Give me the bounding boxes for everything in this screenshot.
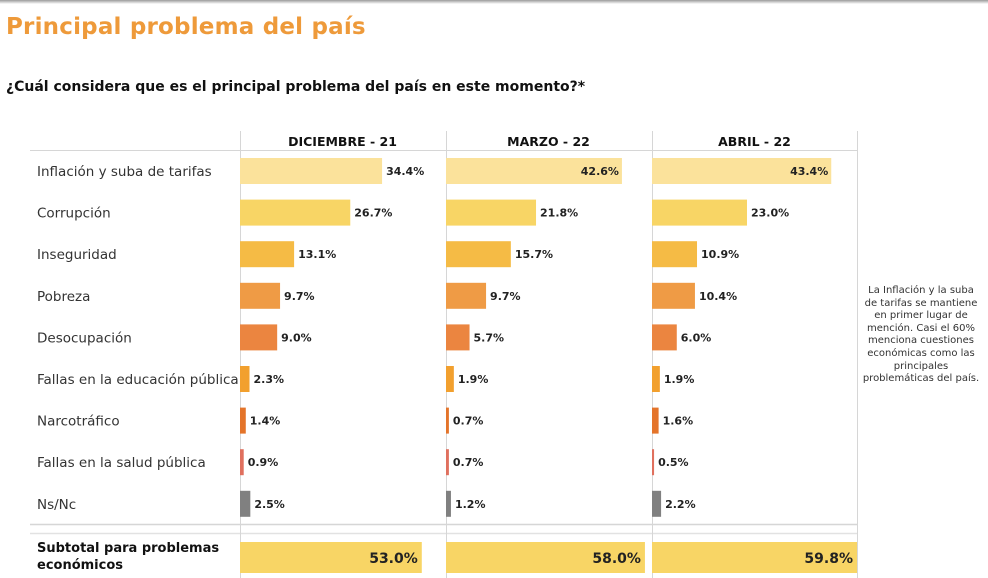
data-label: 1.6%: [663, 415, 694, 428]
survey-question: ¿Cuál considera que es el principal prob…: [6, 79, 586, 95]
bar: [652, 407, 659, 434]
data-label: 6.0%: [681, 331, 712, 344]
bar: [652, 324, 677, 351]
data-label: 0.5%: [658, 456, 689, 469]
data-label: 13.1%: [298, 248, 336, 261]
category-label: Desocupación: [37, 330, 132, 346]
data-label: 42.6%: [581, 165, 619, 178]
series-header: MARZO - 22: [507, 134, 590, 149]
subtotal-label-value: 53.0%: [369, 551, 418, 567]
bar: [652, 282, 695, 309]
data-label: 26.7%: [354, 207, 392, 220]
data-label: 21.8%: [540, 207, 578, 220]
bar: [240, 407, 246, 434]
data-label: 0.7%: [453, 415, 484, 428]
bar: [446, 199, 537, 226]
data-label: 2.5%: [254, 498, 285, 511]
page-title: Principal problema del país: [6, 14, 366, 40]
subtotal-label: Subtotal para problemas económicos: [37, 541, 220, 573]
summary-note: La Inflación y la suba de tarifas se man…: [862, 285, 980, 385]
category-label: Pobreza: [37, 289, 90, 305]
data-label: 1.9%: [458, 373, 489, 386]
bar: [240, 158, 383, 184]
top-shadow: [0, 0, 988, 4]
subtotal-bar: [652, 542, 857, 573]
bar: [240, 282, 281, 309]
subtotal-bar: [446, 542, 645, 573]
subtotal-label-value: 58.0%: [592, 551, 641, 567]
bar: [446, 490, 451, 517]
data-label: 2.2%: [665, 498, 696, 511]
category-label: Fallas en la salud pública: [37, 455, 206, 471]
category-label: Narcotráfico: [37, 414, 120, 430]
data-label: 9.0%: [281, 331, 312, 344]
bar: [652, 490, 662, 517]
data-label: 9.7%: [490, 290, 521, 303]
data-label: 10.4%: [699, 290, 737, 303]
bar: [446, 158, 622, 184]
category-label: Corrupción: [37, 206, 111, 222]
bar: [240, 490, 251, 517]
data-label: 2.3%: [253, 373, 284, 386]
data-label: 15.7%: [515, 248, 553, 261]
bar: [240, 366, 250, 392]
bar: [446, 449, 449, 476]
data-label: 0.7%: [453, 456, 484, 469]
series-header: DICIEMBRE - 21: [288, 134, 397, 149]
bar: [446, 366, 454, 392]
data-label: 23.0%: [751, 207, 789, 220]
category-label: Ns/Nc: [37, 497, 76, 513]
bar: [240, 324, 278, 351]
bar: [652, 449, 655, 476]
bar: [240, 199, 351, 226]
bar: [446, 241, 511, 268]
data-label: 10.9%: [701, 248, 739, 261]
data-label: 1.9%: [664, 373, 695, 386]
bar: [446, 407, 449, 434]
data-label: 43.4%: [790, 165, 828, 178]
subtotal-label-value: 59.8%: [804, 551, 853, 567]
bar: [446, 324, 470, 351]
data-label: 5.7%: [474, 331, 505, 344]
data-label: 0.9%: [248, 456, 279, 469]
category-label: Inflación y suba de tarifas: [37, 164, 212, 180]
data-label: 1.2%: [455, 498, 486, 511]
data-label: 9.7%: [284, 290, 315, 303]
bar: [446, 282, 487, 309]
bar: [652, 199, 747, 226]
bar: [240, 241, 295, 268]
series-header: ABRIL - 22: [718, 134, 791, 149]
category-label: Fallas en la educación pública: [37, 372, 239, 388]
subtotal-bar: [240, 542, 422, 573]
bar: [240, 449, 244, 476]
data-label: 1.4%: [250, 415, 281, 428]
bar: [652, 158, 832, 184]
bar: [652, 241, 698, 268]
bar: [652, 366, 660, 392]
category-label: Inseguridad: [37, 247, 117, 263]
data-label: 34.4%: [386, 165, 424, 178]
